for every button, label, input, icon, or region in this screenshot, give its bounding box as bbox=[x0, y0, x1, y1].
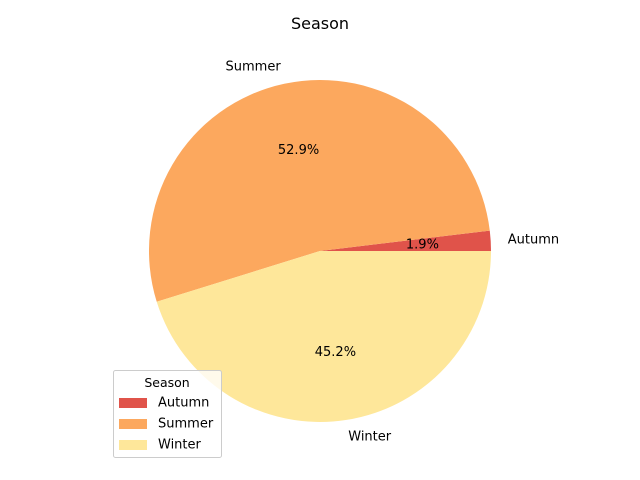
legend-swatch-autumn bbox=[119, 398, 147, 408]
legend-title: Season bbox=[144, 375, 189, 390]
legend-swatch-summer bbox=[119, 419, 147, 429]
pie-slice-autumn bbox=[320, 230, 491, 251]
legend-entries: Autumn Summer Winter bbox=[119, 396, 214, 453]
percent-label-winter: 45.2% bbox=[315, 345, 356, 360]
slice-label-summer: Summer bbox=[226, 60, 282, 75]
slice-label-winter: Winter bbox=[348, 429, 392, 444]
legend-label-summer: Summer bbox=[158, 417, 214, 432]
legend-label-autumn: Autumn bbox=[158, 396, 209, 411]
legend-label-winter: Winter bbox=[158, 438, 202, 453]
slice-label-autumn: Autumn bbox=[508, 232, 559, 247]
category-labels: Autumn Summer Winter bbox=[226, 60, 560, 445]
pie-slices bbox=[148, 79, 491, 422]
percent-label-summer: 52.9% bbox=[278, 143, 319, 158]
percent-labels: 1.9% 52.9% 45.2% bbox=[278, 143, 439, 360]
legend-frame bbox=[113, 370, 222, 458]
percent-label-autumn: 1.9% bbox=[406, 237, 439, 252]
pie-slice-winter bbox=[156, 251, 491, 422]
legend: Season Autumn Summer Winter bbox=[113, 370, 222, 458]
chart-title: Season bbox=[291, 14, 349, 33]
pie-slice-summer bbox=[148, 79, 490, 302]
legend-swatch-winter bbox=[119, 440, 147, 450]
